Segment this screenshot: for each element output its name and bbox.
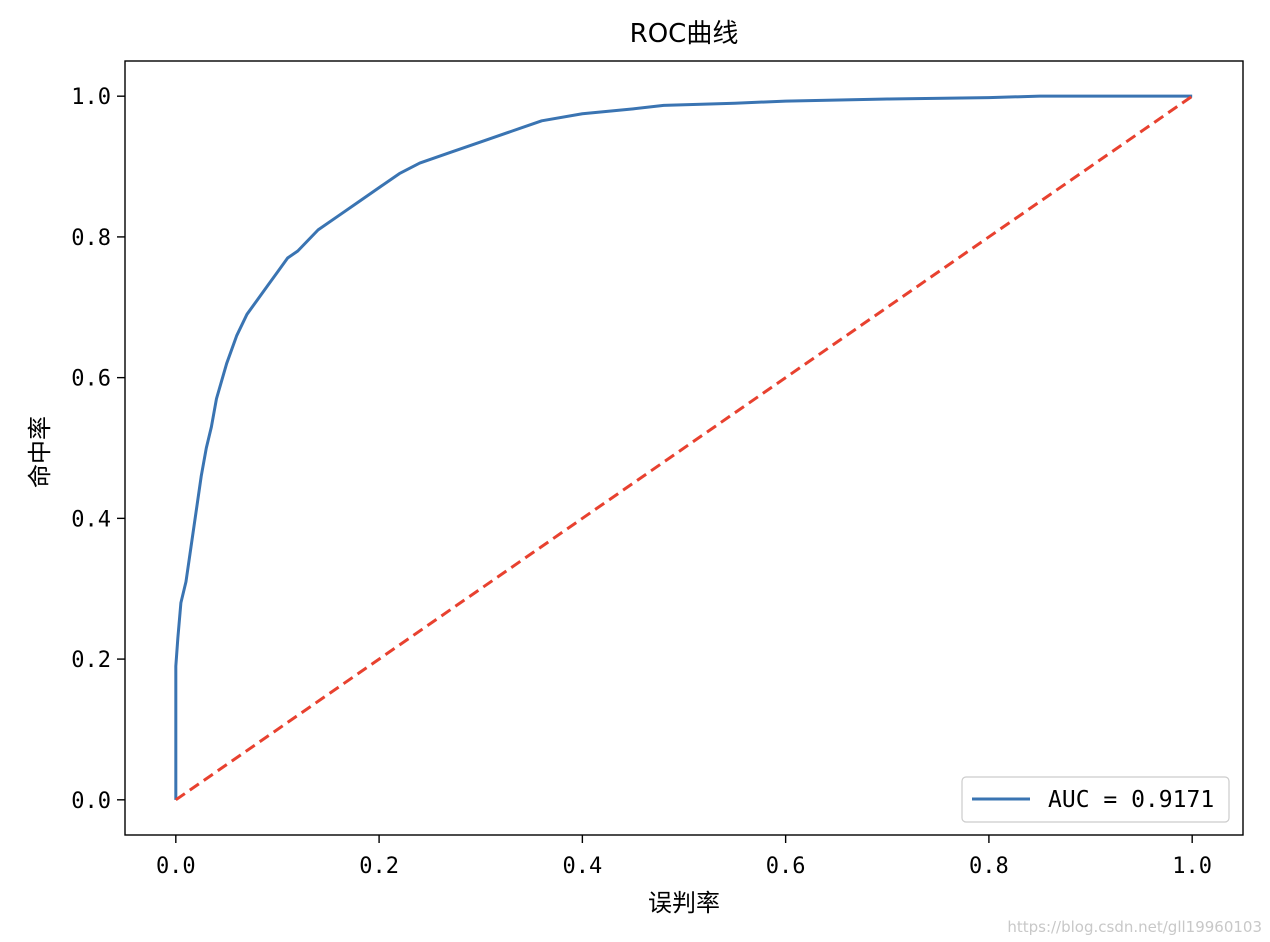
series-layer	[174, 94, 1194, 802]
x-tick-label: 0.6	[766, 854, 806, 879]
legend-box	[961, 776, 1230, 823]
legend: AUC = 0.9171	[961, 776, 1230, 823]
y-tick-label: 0.8	[71, 226, 111, 251]
roc-curve-line	[174, 94, 1193, 800]
y-tick-label: 0.0	[71, 789, 111, 814]
plot-frame	[124, 60, 1244, 836]
chart-title: ROC曲线	[630, 19, 739, 49]
y-tick-label: 0.6	[71, 367, 111, 392]
x-tick-label: 0.8	[969, 854, 1009, 879]
x-axis: 0.0 0.2 0.4 0.6 0.8 1.0	[156, 835, 1212, 879]
x-tick-label: 0.2	[359, 854, 399, 879]
legend-label-auc: AUC = 0.9171	[1048, 787, 1214, 813]
watermark: https://blog.csdn.net/gll19960103	[1007, 918, 1262, 936]
y-tick-label: 1.0	[71, 85, 111, 110]
x-tick-label: 0.4	[562, 854, 602, 879]
x-tick-label: 1.0	[1172, 854, 1212, 879]
x-tick-label: 0.0	[156, 854, 196, 879]
y-axis-title: 命中率	[26, 416, 54, 488]
chance-diagonal-line	[174, 94, 1194, 802]
x-axis-title: 误判率	[648, 889, 720, 917]
y-tick-label: 0.4	[71, 507, 111, 532]
y-axis: 0.0 0.2 0.4 0.6 0.8 1.0	[71, 85, 125, 814]
y-tick-label: 0.2	[71, 648, 111, 673]
